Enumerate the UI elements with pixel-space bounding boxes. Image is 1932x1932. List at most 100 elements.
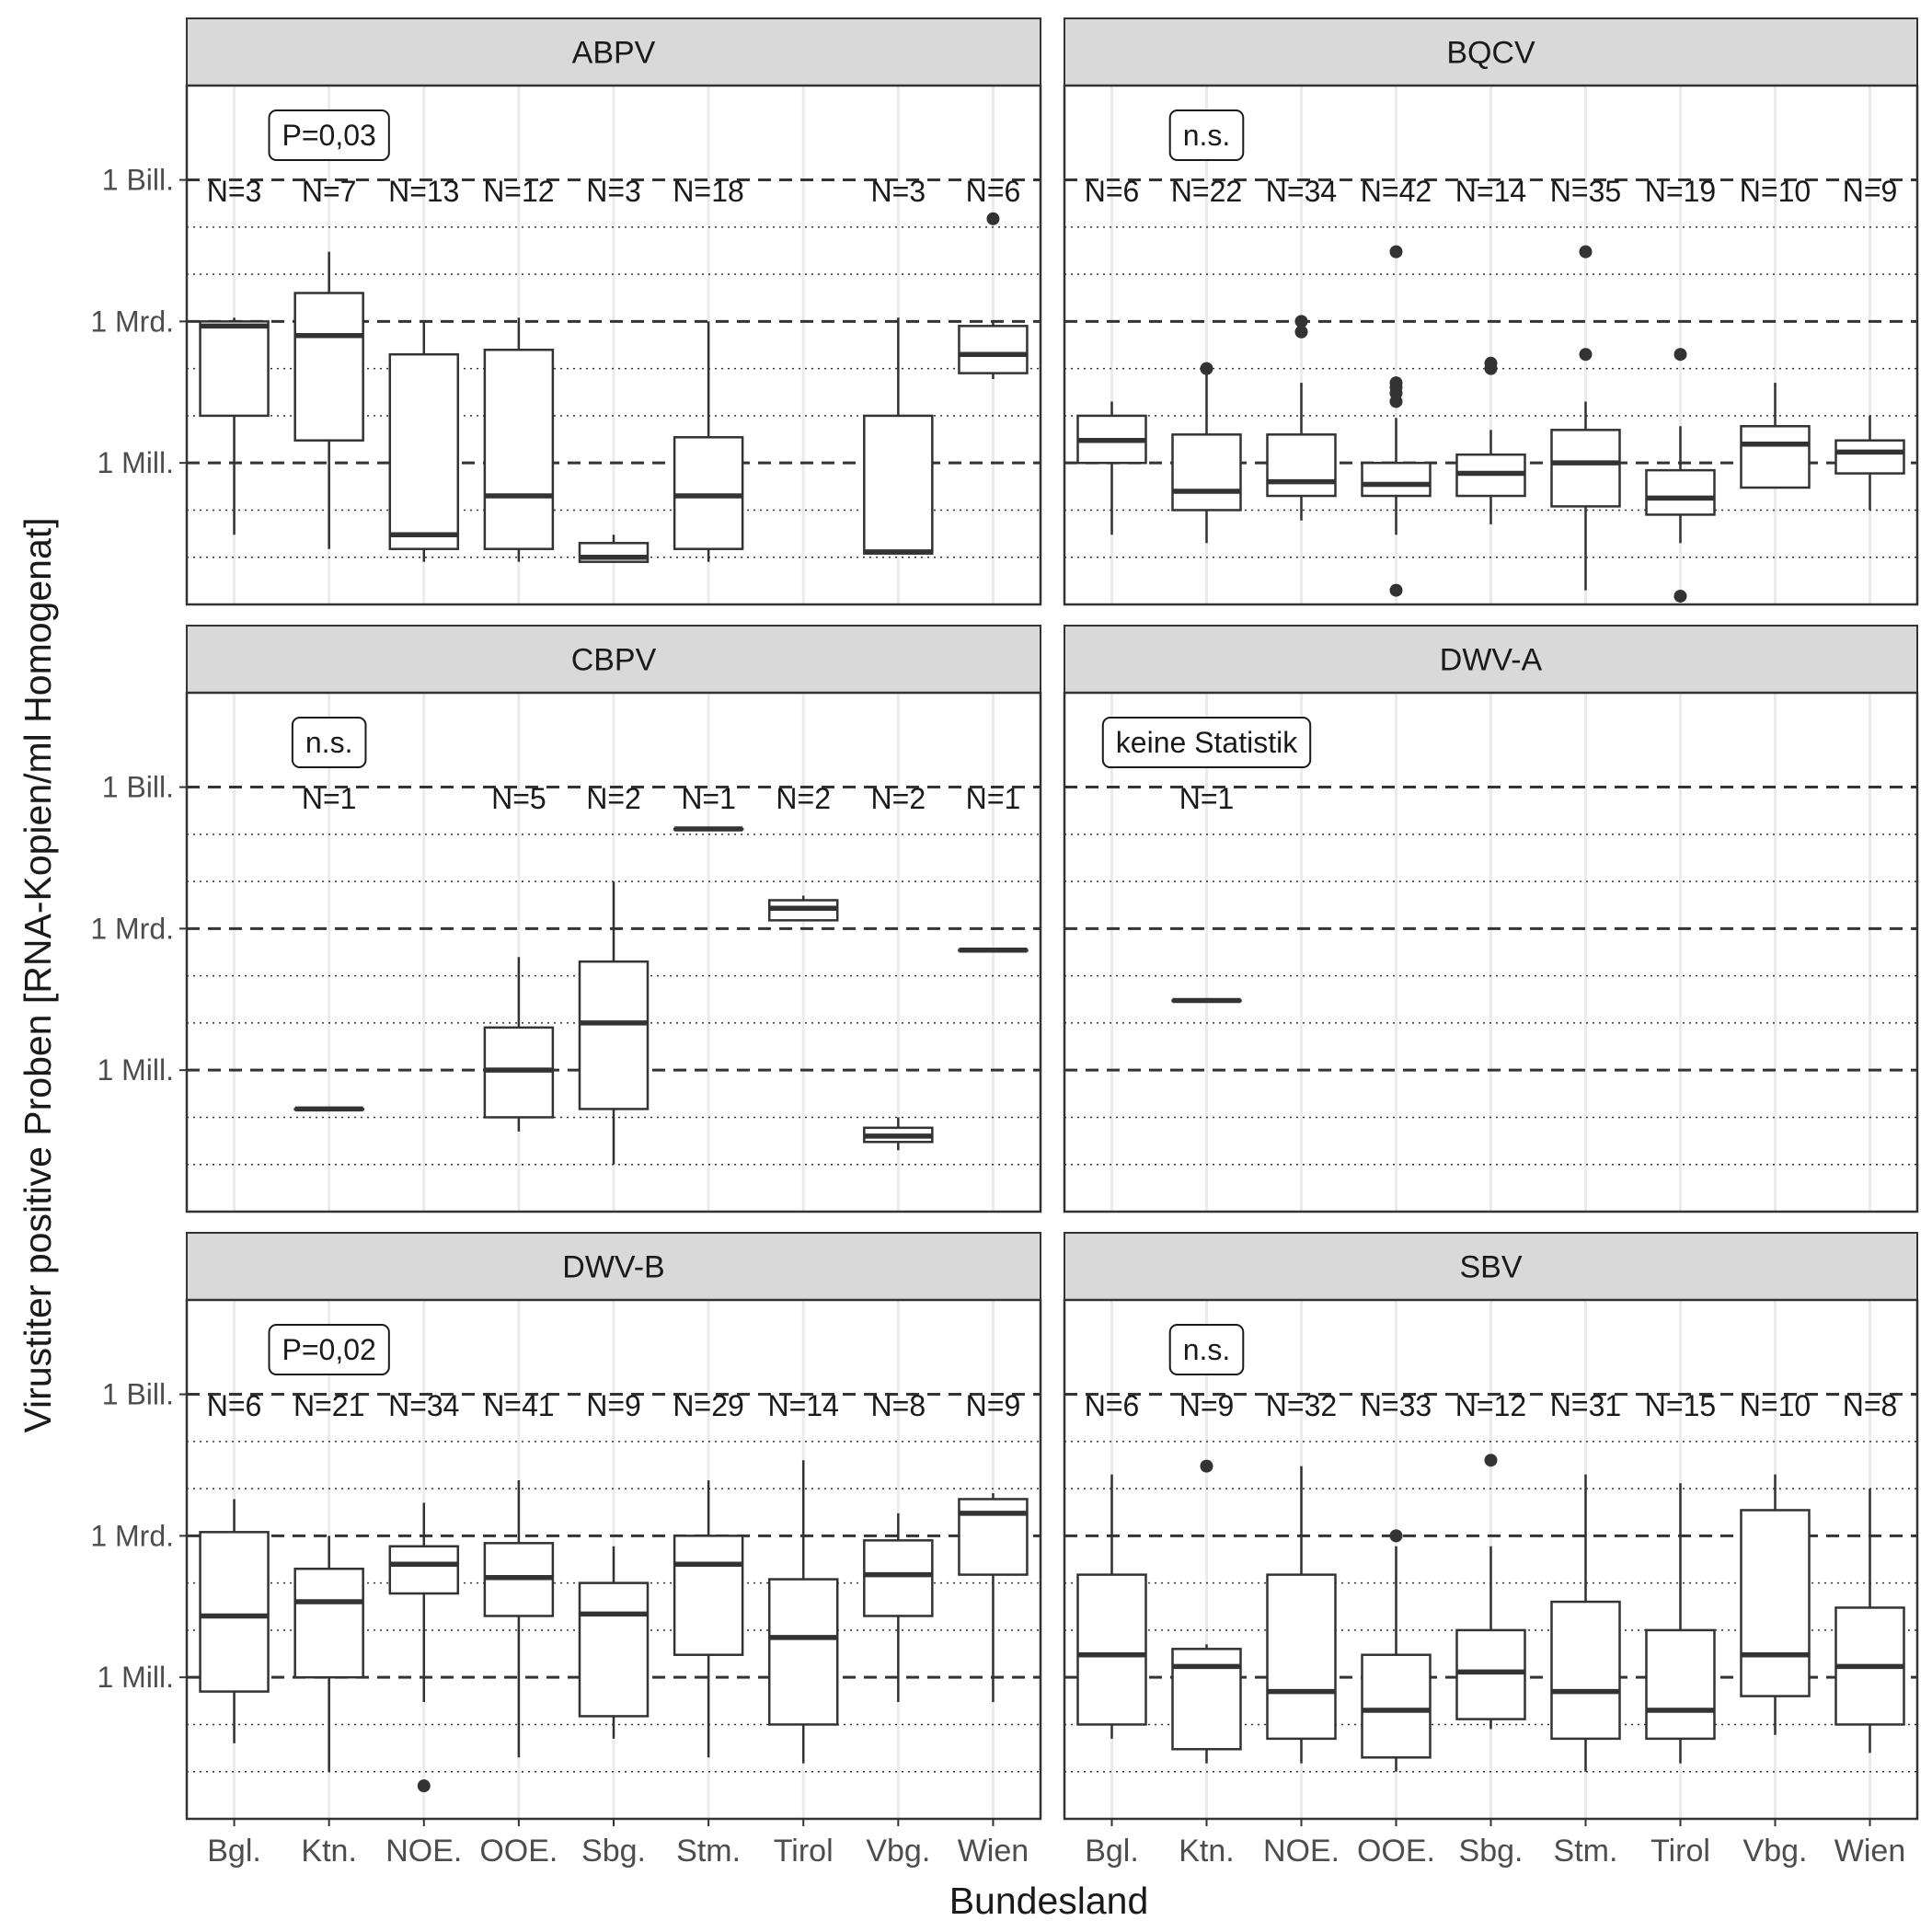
panel-dwv-a: DWV-A N=1 keine Statistik [1063, 625, 1919, 1213]
box-stm [673, 826, 744, 832]
box-bgl [199, 1499, 270, 1743]
n-label: N=3 [207, 175, 262, 208]
y-tick-label: 1 Mrd. [90, 1519, 174, 1552]
outlier-point [1294, 315, 1308, 328]
panel-border [1063, 84, 1919, 606]
x-tick-label: Bgl. [207, 1834, 261, 1869]
n-label: N=12 [483, 175, 554, 208]
n-label: N=1 [302, 782, 357, 815]
box-body [199, 320, 270, 418]
box-body [863, 1539, 934, 1617]
box-vbg [1740, 1474, 1811, 1735]
box-body [1645, 468, 1716, 516]
outlier-point [1389, 245, 1403, 259]
x-tick-label: NOE. [1263, 1834, 1340, 1869]
n-label: N=6 [207, 1389, 262, 1422]
n-label: N=6 [966, 175, 1021, 208]
box-vbg [863, 1117, 934, 1151]
box-noe [1266, 315, 1337, 521]
box-ktn [1171, 997, 1242, 1004]
n-label: N=19 [1645, 175, 1716, 208]
outlier-point [1579, 245, 1593, 259]
n-label: N=2 [871, 782, 926, 815]
box-sbg [578, 881, 650, 1165]
x-tick-label: NOE. [385, 1834, 462, 1869]
box-sbg [1455, 1454, 1526, 1730]
outlier-point [1579, 348, 1593, 362]
test-label-box [1101, 717, 1312, 768]
outlier-point [986, 212, 1000, 225]
outlier-point [1673, 589, 1687, 603]
box-vbg [863, 317, 934, 555]
n-label: N=1 [966, 782, 1021, 815]
box-noe [1266, 1466, 1337, 1764]
panel-strip [186, 625, 1041, 694]
box-body [673, 1535, 744, 1656]
x-tick-label: Wien [1834, 1834, 1905, 1869]
n-label: N=8 [871, 1389, 926, 1422]
box-body [1361, 1653, 1432, 1759]
box-tirol [1645, 1483, 1716, 1764]
x-tick-label: Sbg. [581, 1834, 646, 1869]
x-tick-label: Vbg. [866, 1834, 930, 1869]
box-body [1076, 1573, 1147, 1726]
box-body [578, 960, 650, 1110]
box-wien [1834, 1489, 1905, 1754]
box-body [1550, 1600, 1621, 1741]
box-body [199, 1531, 270, 1693]
box-body [863, 414, 934, 555]
n-label: N=3 [586, 175, 641, 208]
y-tick-label: 1 Bill. [102, 164, 174, 197]
box-noe [388, 321, 460, 562]
box-body [1171, 433, 1242, 512]
n-label: N=34 [1266, 175, 1337, 208]
n-label: N=1 [1179, 782, 1235, 815]
panel-border [185, 84, 1042, 606]
n-label: N=35 [1550, 175, 1621, 208]
n-label: N=6 [1085, 1389, 1140, 1422]
box-tirol [767, 895, 839, 922]
box-tirol [767, 1460, 839, 1764]
x-tick-label: Sbg. [1459, 1834, 1524, 1869]
panel-strip [1064, 17, 1918, 86]
n-label: N=9 [1179, 1389, 1235, 1422]
n-label: N=9 [966, 1389, 1021, 1422]
box-wien [958, 1493, 1029, 1702]
box-body [958, 325, 1029, 374]
panel-title: CBPV [571, 643, 657, 678]
outlier-point [1389, 1529, 1403, 1543]
y-tick-label: 1 Mrd. [90, 912, 174, 945]
n-label: N=31 [1550, 1389, 1621, 1422]
test-label: n.s. [1183, 119, 1231, 152]
x-tick-label: Ktn. [301, 1834, 356, 1869]
n-label: N=18 [673, 175, 743, 208]
n-label: N=13 [388, 175, 459, 208]
box-ktn [293, 1535, 364, 1772]
box-wien [958, 212, 1029, 380]
x-tick-label: Tirol [1650, 1834, 1710, 1869]
y-tick-label: 1 Mill. [97, 1053, 174, 1087]
n-label: N=41 [483, 1389, 554, 1422]
n-label: N=7 [302, 175, 357, 208]
box-body [578, 1581, 650, 1718]
box-body [1550, 429, 1621, 508]
n-label: N=14 [1455, 175, 1526, 208]
y-tick-label: 1 Mill. [97, 1661, 174, 1694]
panel-title: BQCV [1446, 36, 1535, 71]
n-label: N=34 [388, 1389, 459, 1422]
box-body [388, 1545, 460, 1595]
box-wien [1834, 415, 1905, 511]
outlier-point [1484, 356, 1498, 370]
box-wien [958, 947, 1029, 953]
panel-dwv-b: DWV-B N=6 N=21 N=34 N=41 N=9 N=29 N=14 N=8 N=9 P=0… [90, 1232, 1042, 1869]
panel-sbv: SBV N=6 N=9 N=32 N=33 N=12 N=31 N=15 N=10 N=8 n.s.… [1063, 1232, 1919, 1869]
test-label: P=0,02 [282, 1333, 376, 1366]
y-tick-label: 1 Bill. [102, 1378, 174, 1411]
n-label: N=15 [1645, 1389, 1716, 1422]
panel-title: SBV [1459, 1250, 1522, 1285]
box-sbg [578, 1546, 650, 1739]
box-sbg [1455, 356, 1526, 524]
n-label: N=1 [681, 782, 736, 815]
box-ooe [483, 317, 555, 562]
